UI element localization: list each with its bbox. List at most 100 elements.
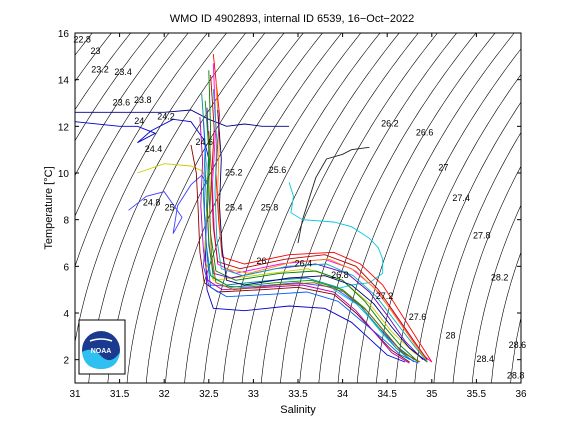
isopycnal-label: 28.2 bbox=[491, 272, 509, 282]
profile-line bbox=[202, 121, 419, 364]
isopycnal-line bbox=[318, 33, 477, 383]
x-tick-label: 32 bbox=[159, 389, 171, 400]
isopycnal-line bbox=[0, 21, 83, 394]
y-tick-label: 10 bbox=[58, 169, 70, 180]
x-tick-label: 35 bbox=[426, 389, 438, 400]
y-tick-label: 6 bbox=[63, 262, 69, 273]
isopycnal-line bbox=[145, 33, 304, 383]
isopycnal-label: 28 bbox=[445, 331, 455, 341]
x-tick-label: 31.5 bbox=[110, 389, 130, 400]
isopycnal-label: 22.8 bbox=[73, 34, 91, 44]
isopycnal-label: 25.8 bbox=[261, 202, 279, 212]
isopycnal-label: 23.6 bbox=[113, 97, 131, 107]
isopycnal-label: 27.4 bbox=[452, 193, 470, 203]
y-tick-label: 8 bbox=[63, 216, 69, 227]
isopycnal-label: 26.6 bbox=[416, 128, 434, 138]
isopycnal-label: 23.2 bbox=[91, 65, 109, 75]
isopycnal-line bbox=[203, 33, 362, 383]
x-tick-label: 33.5 bbox=[288, 389, 308, 400]
x-tick-label: 33 bbox=[248, 389, 260, 400]
isopycnal-line bbox=[548, 21, 576, 394]
isopycnal-label: 26.8 bbox=[331, 270, 349, 280]
profile-line bbox=[208, 130, 421, 363]
profile-line bbox=[215, 81, 428, 362]
profile-lines bbox=[75, 53, 433, 364]
y-tick-label: 14 bbox=[58, 76, 70, 87]
profile-line bbox=[206, 107, 424, 361]
isopycnal-line bbox=[433, 131, 521, 383]
profile-line bbox=[208, 70, 419, 363]
isopycnal-line bbox=[414, 101, 521, 383]
isopycnal-line bbox=[75, 33, 208, 268]
isopycnal-label: 25.4 bbox=[225, 202, 243, 212]
isopycnal-line bbox=[491, 251, 521, 383]
isopycnal-label: 24.8 bbox=[143, 198, 161, 208]
profile-line bbox=[199, 116, 410, 364]
isopycnal-label: 27 bbox=[438, 163, 448, 173]
profile-line bbox=[137, 163, 428, 363]
isopycnal-label: 26 bbox=[256, 256, 266, 266]
isopycnal-line bbox=[280, 33, 438, 383]
y-tick-label: 16 bbox=[58, 29, 70, 40]
x-tick-label: 35.5 bbox=[467, 389, 487, 400]
y-axis-label: Temperature [°C] bbox=[43, 166, 55, 249]
x-tick-label: 32.5 bbox=[199, 389, 219, 400]
isopycnal-label: 25.2 bbox=[225, 167, 243, 177]
isopycnal-line bbox=[529, 21, 576, 394]
isopycnal-line bbox=[337, 33, 496, 383]
isopycnal-line bbox=[184, 33, 342, 383]
isopycnal-label: 24.6 bbox=[196, 137, 214, 147]
isopycnal-label: 24.4 bbox=[145, 144, 163, 154]
chart-title: WMO ID 4902893, internal ID 6539, 16−Oct… bbox=[170, 13, 415, 25]
profile-line bbox=[190, 144, 410, 363]
isopycnal-label: 27.6 bbox=[409, 312, 427, 322]
isopycnal-line bbox=[471, 204, 521, 383]
profile-line bbox=[217, 109, 428, 363]
isopycnal-label: 23.4 bbox=[114, 67, 132, 77]
x-axis-label: Salinity bbox=[280, 404, 316, 416]
profile-line bbox=[212, 53, 433, 363]
isopycnal-line bbox=[75, 33, 132, 111]
isopycnal-label: 26.4 bbox=[295, 258, 313, 268]
isopycnal-label: 24 bbox=[134, 116, 144, 126]
isopycnal-label: 23 bbox=[90, 46, 100, 56]
y-tick-label: 12 bbox=[58, 122, 70, 133]
isopycnal-line bbox=[260, 33, 419, 383]
isopycnal-line bbox=[75, 33, 189, 217]
noaa-logo: NOAA bbox=[78, 319, 126, 375]
isopycnal-line bbox=[75, 33, 227, 344]
profile-line bbox=[75, 109, 290, 127]
isopycnal-labels: 22.8 23 23.2 23.4 23.6 23.8 24 24.2 24.4 24.6 24.8… bbox=[73, 34, 526, 380]
isopycnal-line bbox=[356, 33, 515, 383]
x-tick-label: 34.5 bbox=[377, 389, 397, 400]
y-tick-label: 2 bbox=[63, 356, 69, 367]
isopycnal-line bbox=[510, 316, 521, 383]
svg-text:NOAA: NOAA bbox=[91, 348, 112, 355]
isopycnal-label: 24.2 bbox=[157, 111, 175, 121]
isopycnal-label: 28.4 bbox=[477, 354, 495, 364]
isopycnal-line bbox=[126, 33, 285, 383]
isopycnal-line bbox=[241, 33, 400, 383]
isopycnal-label: 28.6 bbox=[509, 340, 527, 350]
y-tick-label: 4 bbox=[63, 309, 69, 320]
x-tick-label: 31 bbox=[69, 389, 81, 400]
isopycnal-label: 27.8 bbox=[473, 230, 491, 240]
x-tick-label: 36 bbox=[515, 389, 527, 400]
isopycnal-label: 25 bbox=[165, 202, 175, 212]
profile-line bbox=[211, 63, 433, 363]
x-tick-label: 34 bbox=[337, 389, 349, 400]
isopycnal-label: 27.2 bbox=[376, 291, 394, 301]
isopycnal-label: 28.8 bbox=[507, 370, 525, 380]
profile-line bbox=[204, 100, 419, 363]
isopycnal-line bbox=[222, 33, 381, 383]
isopycnal-label: 26.2 bbox=[381, 118, 399, 128]
isopycnal-lines bbox=[0, 21, 576, 394]
isopycnal-label: 25.6 bbox=[269, 165, 287, 175]
isopycnal-line bbox=[299, 33, 458, 383]
isopycnal-line bbox=[395, 73, 521, 383]
isopycnal-line bbox=[75, 33, 170, 177]
isopycnal-line bbox=[452, 165, 521, 383]
isopycnal-label: 23.8 bbox=[134, 95, 152, 105]
